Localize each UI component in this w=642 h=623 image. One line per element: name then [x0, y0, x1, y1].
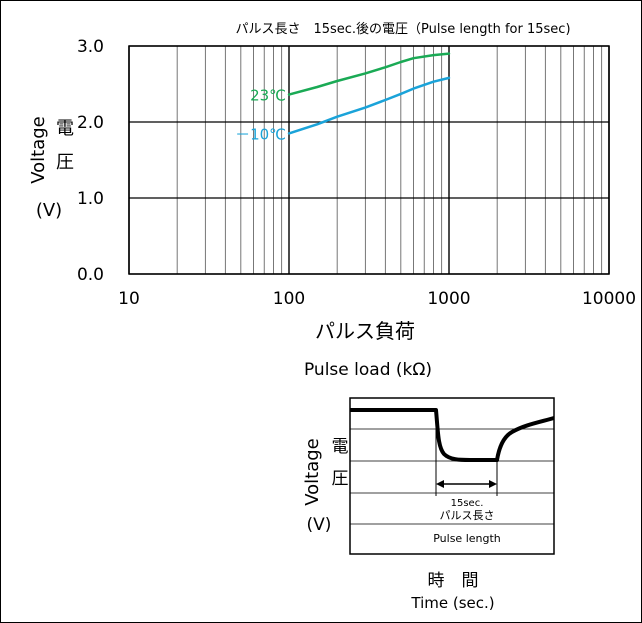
y-axis-label-ja-1: 電: [56, 118, 74, 139]
inset-y-axis-label-en: Voltage: [302, 438, 323, 506]
inset-arrowhead-left: [436, 480, 444, 488]
x-tick-label: 100: [273, 289, 305, 309]
y-axis-label-en: Voltage: [28, 116, 49, 184]
y-axis-label-ja-2: 圧: [56, 152, 74, 173]
inset-voltage-curve: [350, 408, 555, 462]
x-tick-label: 10: [118, 289, 140, 309]
inset-y-axis-label-ja-2: 圧: [332, 469, 349, 489]
x-axis-label-en: Pulse load (kΩ): [304, 360, 432, 380]
inset-annotation-en: Pulse length: [433, 532, 501, 545]
x-tick-label: 1000: [427, 289, 470, 309]
main-plot-area: [128, 45, 610, 275]
inset-y-axis-unit: (V): [307, 515, 332, 535]
series-line: [287, 52, 451, 96]
x-axis-label-ja: パルス負荷: [315, 319, 415, 343]
series-label: －10℃: [235, 125, 286, 143]
y-tick-label: 0.0: [77, 265, 104, 285]
main-chart-grid: [128, 45, 610, 275]
series-label: 23℃: [250, 87, 286, 105]
inset-y-axis-label-ja-1: 電: [332, 437, 349, 457]
series-line: [287, 76, 451, 135]
main-series: 23℃ －10℃: [235, 52, 451, 143]
inset-arrowhead-right: [489, 480, 497, 488]
inset-annotation-ja: パルス長さ: [440, 509, 495, 522]
y-axis-unit: (V): [36, 200, 62, 221]
inset-x-axis-label-en: Time (sec.): [410, 594, 494, 612]
main-tick-labels: 10 100 1000 10000 0.0 1.0 2.0 3.0: [77, 37, 636, 309]
y-tick-label: 3.0: [77, 37, 104, 57]
inset-x-axis-label-ja: 時 間: [428, 571, 479, 591]
inset-plot-area: [349, 397, 555, 555]
inset-annotation-duration: 15sec.: [451, 498, 484, 509]
x-tick-label: 10000: [582, 289, 636, 309]
y-tick-label: 2.0: [77, 113, 104, 133]
chart-title: パルス長さ 15sec.後の電圧（Pulse length for 15sec): [235, 22, 570, 37]
y-tick-label: 1.0: [77, 189, 104, 209]
